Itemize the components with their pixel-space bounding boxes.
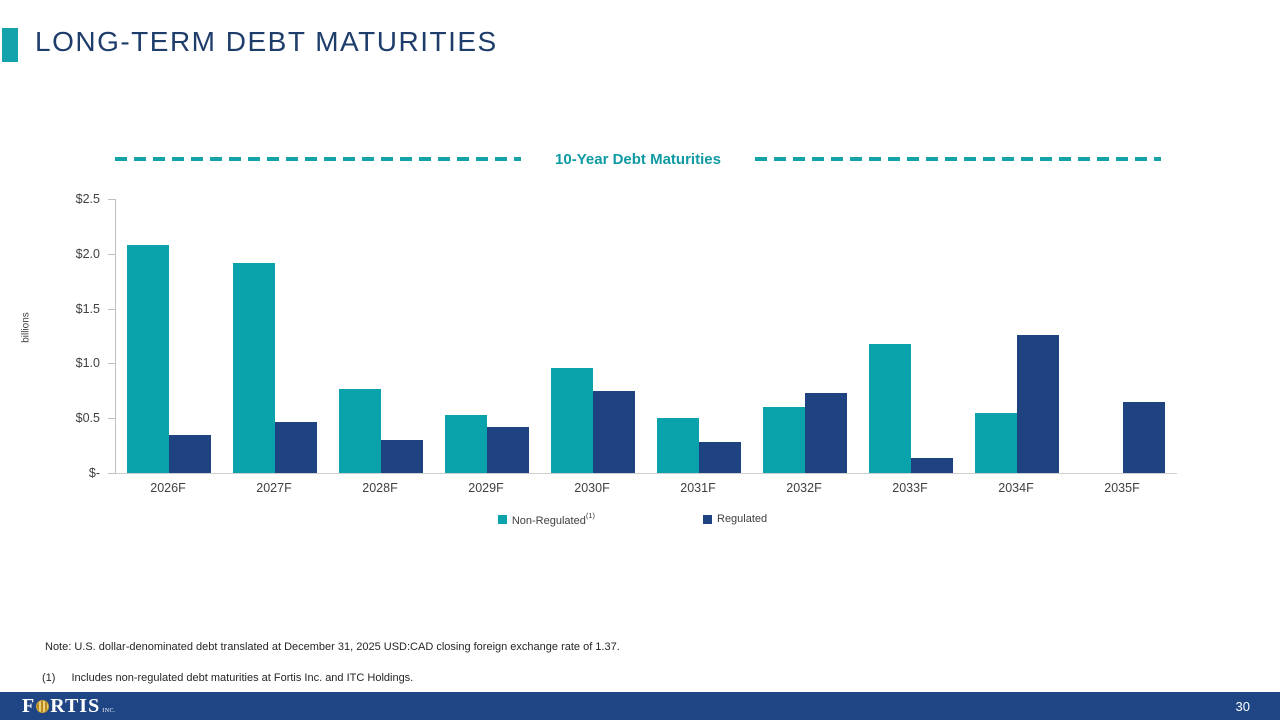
dashed-line-right bbox=[754, 157, 1161, 161]
bar-regulated-2028f bbox=[381, 440, 423, 473]
logo-text-f: F bbox=[22, 695, 36, 717]
y-axis-tick-mark bbox=[108, 308, 116, 310]
y-axis-tick-label: $0.5 bbox=[75, 411, 100, 426]
legend-swatch-icon bbox=[497, 514, 507, 524]
bar-regulated-2026f bbox=[169, 434, 211, 473]
chart-title-row: 10-Year Debt Maturities bbox=[115, 148, 1161, 170]
bar-non-regulated-2027f bbox=[233, 262, 275, 473]
legend-label: Regulated bbox=[717, 513, 768, 525]
bar-group-2034f bbox=[964, 199, 1070, 473]
y-axis-tick-mark bbox=[108, 199, 116, 200]
y-axis-tick-label: $- bbox=[88, 466, 100, 480]
page-title: LONG-TERM DEBT MATURITIES bbox=[35, 26, 498, 57]
x-axis-tick-label: 2030F bbox=[574, 481, 610, 495]
footer-bar: F RTIS INC. 30 bbox=[0, 692, 1280, 720]
globe-icon bbox=[36, 699, 50, 713]
bar-regulated-2029f bbox=[487, 426, 529, 473]
x-axis-tick-label: 2026F bbox=[150, 481, 186, 495]
chart-title: 10-Year Debt Maturities bbox=[555, 150, 721, 168]
bar-group-2031f bbox=[646, 199, 752, 473]
x-axis-line bbox=[116, 473, 1177, 474]
bar-regulated-2027f bbox=[275, 421, 317, 473]
x-axis-tick-label: 2034F bbox=[998, 481, 1034, 495]
x-axis-tick-label: 2031F bbox=[680, 481, 716, 495]
fortis-logo: F RTIS INC. bbox=[22, 696, 116, 716]
dashed-line-left bbox=[115, 157, 522, 161]
legend-footnote-marker: (1) bbox=[585, 511, 595, 520]
x-axis-tick-label: 2032F bbox=[786, 481, 822, 495]
y-axis-tick-label: $2.0 bbox=[75, 246, 100, 261]
footnote: (1) Includes non-regulated debt maturiti… bbox=[42, 672, 413, 684]
footnote-marker: (1) bbox=[42, 672, 56, 684]
x-axis-tick-label: 2029F bbox=[468, 481, 504, 495]
bar-regulated-2030f bbox=[593, 390, 635, 473]
bar-group-2035f bbox=[1070, 199, 1176, 473]
title-accent-bar bbox=[2, 28, 18, 62]
x-axis-tick-label: 2033F bbox=[892, 481, 928, 495]
y-axis-tick-mark bbox=[108, 363, 116, 365]
bar-regulated-2031f bbox=[699, 442, 741, 473]
bar-regulated-2033f bbox=[911, 457, 953, 473]
bar-non-regulated-2033f bbox=[869, 343, 911, 473]
bar-group-2033f bbox=[858, 199, 964, 473]
footnote-text: Includes non-regulated debt maturities a… bbox=[71, 672, 414, 684]
y-axis-tick-mark bbox=[108, 253, 116, 255]
legend-item-non-regulated: Non-Regulated(1) bbox=[497, 511, 595, 527]
bar-group-2032f bbox=[752, 199, 858, 473]
bar-group-2027f bbox=[222, 199, 328, 473]
bar-non-regulated-2026f bbox=[127, 245, 169, 473]
bar-non-regulated-2030f bbox=[551, 367, 593, 473]
y-axis-tick-label: $2.5 bbox=[75, 192, 100, 206]
bar-non-regulated-2034f bbox=[975, 412, 1017, 473]
bar-regulated-2034f bbox=[1017, 334, 1059, 473]
x-axis-tick-label: 2027F bbox=[256, 481, 292, 495]
y-axis-tick-mark bbox=[108, 418, 116, 420]
legend-label: Non-Regulated(1) bbox=[511, 511, 595, 527]
legend-swatch-icon bbox=[703, 514, 712, 524]
y-axis-tick-label: $1.0 bbox=[75, 356, 100, 371]
page-number: 30 bbox=[1235, 698, 1250, 714]
x-axis-tick-label: 2028F bbox=[362, 481, 398, 495]
bar-group-2030f bbox=[540, 199, 646, 473]
chart-legend: Non-Regulated(1) Regulated bbox=[115, 511, 1150, 527]
bar-group-2028f bbox=[328, 199, 434, 473]
note-text: Note: U.S. dollar-denominated debt trans… bbox=[45, 641, 620, 653]
y-axis-tick-label: $1.5 bbox=[75, 301, 100, 316]
bar-non-regulated-2029f bbox=[445, 414, 487, 473]
bars-row bbox=[116, 199, 1176, 473]
bar-non-regulated-2028f bbox=[339, 388, 381, 473]
chart-plot-area bbox=[108, 199, 1177, 474]
bar-non-regulated-2032f bbox=[763, 407, 805, 473]
bar-group-2026f bbox=[116, 199, 222, 473]
x-axis-labels: 2026F 2027F 2028F 2029F 2030F 2031F 2032F 2033F… bbox=[115, 481, 1175, 495]
bar-group-2029f bbox=[434, 199, 540, 473]
logo-text-rtis: RTIS bbox=[50, 695, 101, 717]
bar-regulated-2032f bbox=[805, 393, 847, 473]
y-axis-labels: $2.5 $2.0 $1.5 $1.0 $0.5 $- bbox=[0, 192, 100, 480]
legend-item-regulated: Regulated bbox=[703, 511, 767, 527]
bar-non-regulated-2031f bbox=[657, 418, 699, 473]
logo-suffix: INC. bbox=[102, 708, 117, 714]
y-axis-tick-mark bbox=[108, 473, 116, 474]
x-axis-tick-label: 2035F bbox=[1104, 481, 1140, 495]
bar-regulated-2035f bbox=[1123, 401, 1165, 473]
